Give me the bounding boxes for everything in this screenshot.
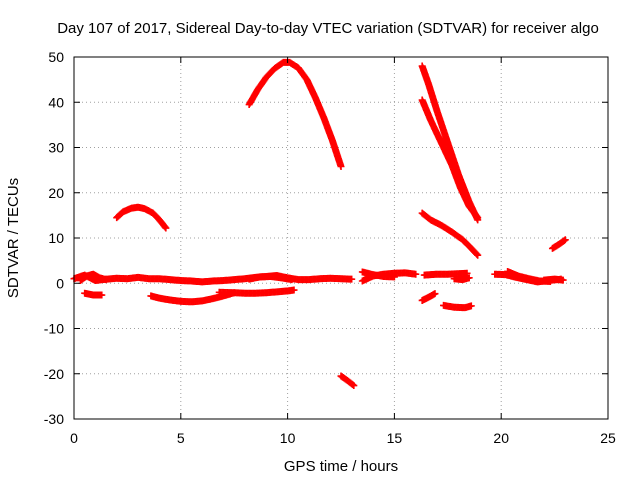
y-tick-label: 10 [48,230,64,246]
data-point-marker [412,270,420,278]
x-tick-label: 0 [70,430,78,446]
y-axis-label: SDTVAR / TECUs [5,178,22,298]
x-tick-label: 15 [387,430,403,446]
data-point-marker [349,381,357,389]
data-points [70,58,569,390]
y-tick-label: 0 [56,275,64,291]
grid [74,57,608,419]
data-point-marker [337,163,345,171]
y-tick-label: 20 [48,185,64,201]
y-tick-label: -30 [44,411,64,427]
data-point-marker [98,291,106,299]
y-tick-label: 50 [48,49,64,65]
data-point-marker [559,276,567,284]
data-point-marker [162,224,170,232]
x-tick-label: 20 [493,430,509,446]
data-point-marker [348,275,356,283]
data-point-marker [467,302,475,310]
data-point-marker [473,250,481,258]
data-point-marker [390,273,398,281]
data-point-marker [474,251,482,259]
data-point-marker [561,236,569,244]
axis-ticks [73,56,609,420]
chart-title: Day 107 of 2017, Sidereal Day-to-day VTE… [57,20,599,37]
x-tick-label: 25 [600,430,616,446]
data-point-marker [465,274,473,282]
data-point-marker [102,276,110,284]
y-tick-labels: -30 -20 -10 0 10 20 30 40 50 [44,49,64,427]
data-point-marker [431,290,439,298]
y-tick-label: 40 [48,94,64,110]
data-point-marker [350,382,358,390]
data-point-marker [474,214,482,222]
x-tick-label: 10 [280,430,296,446]
data-point-marker [161,223,169,231]
y-tick-label: -20 [44,366,64,382]
x-tick-label: 5 [177,430,185,446]
x-tick-labels: 0 5 10 15 20 25 [70,430,616,446]
x-axis-label: GPS time / hours [284,458,398,475]
data-point-marker [288,276,296,284]
y-tick-label: 30 [48,140,64,156]
y-tick-label: -10 [44,321,64,337]
data-point-marker [290,286,298,294]
